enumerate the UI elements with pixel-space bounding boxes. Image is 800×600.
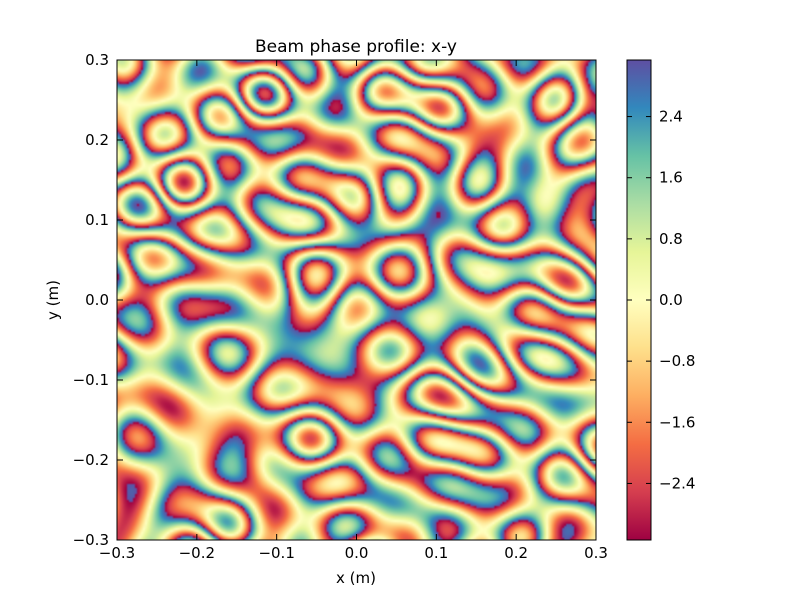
colorbar-tick-label: 2.4 (659, 108, 683, 126)
y-tick-label: 0.1 (85, 211, 109, 229)
colorbar-tick-label: −1.6 (659, 413, 695, 431)
colorbar-tick-label: 0.0 (659, 291, 683, 309)
y-axis-ticks: −0.3 −0.2 −0.1 0.0 0.1 0.2 0.3 (73, 51, 596, 549)
x-tick-label: −0.1 (258, 544, 294, 562)
colorbar-tick-label: 0.8 (659, 230, 683, 248)
y-tick-label: −0.1 (73, 371, 109, 389)
colorbar-ticks: −2.4 −1.6 −0.8 0.0 0.8 1.6 2.4 (627, 108, 695, 492)
y-tick-label: 0.0 (85, 291, 109, 309)
x-tick-label: −0.3 (99, 544, 135, 562)
x-tick-label: 0.3 (584, 544, 608, 562)
x-tick-label: 0.2 (504, 544, 528, 562)
colorbar-tick-label: −2.4 (659, 474, 695, 492)
colorbar-tick-label: −0.8 (659, 352, 695, 370)
colorbar: −2.4 −1.6 −0.8 0.0 0.8 1.6 2.4 (626, 59, 695, 541)
y-axis-label: y (m) (44, 280, 62, 320)
y-tick-label: 0.2 (85, 131, 109, 149)
x-axis-ticks: −0.3 −0.2 −0.1 0.0 0.1 0.2 0.3 (99, 60, 608, 562)
x-tick-label: 0.0 (345, 544, 369, 562)
x-tick-label: 0.1 (424, 544, 448, 562)
chart-title: Beam phase profile: x-y (255, 37, 457, 57)
y-tick-label: −0.3 (73, 531, 109, 549)
phase-heatmap (117, 60, 596, 540)
y-tick-label: 0.3 (85, 51, 109, 69)
x-axis-label: x (m) (336, 569, 376, 587)
x-tick-label: −0.2 (179, 544, 215, 562)
heatmap-image (117, 60, 596, 540)
y-tick-label: −0.2 (73, 451, 109, 469)
colorbar-tick-label: 1.6 (659, 169, 683, 187)
